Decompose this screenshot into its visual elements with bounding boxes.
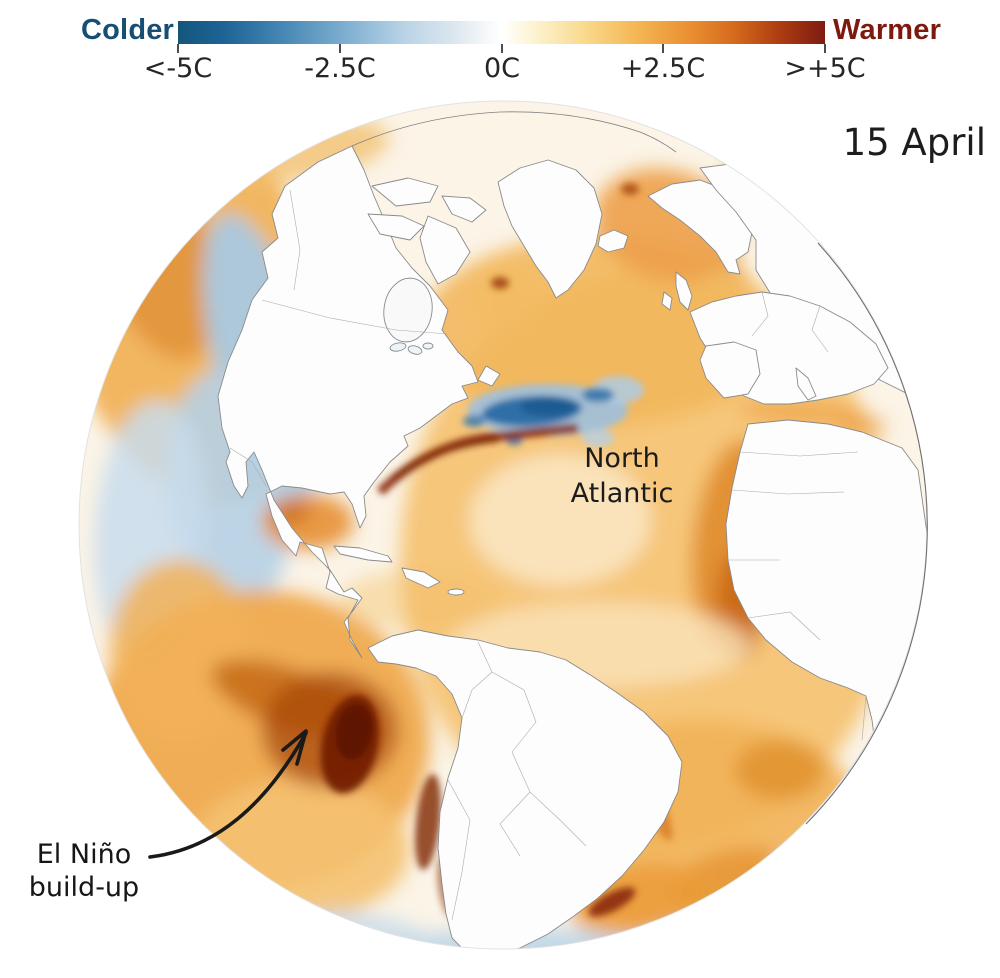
landmasses (217, 145, 927, 949)
legend-colder-label: Colder (81, 14, 175, 46)
el-nino-arrow (148, 729, 308, 859)
legend-gradient-bar (178, 21, 825, 44)
legend-warmer-label: Warmer (833, 14, 942, 46)
legend-tick-label-neg: -2.5C (304, 53, 376, 84)
legend-tick-label-min: <-5C (143, 53, 213, 84)
legend-tick (662, 44, 664, 53)
north-atlantic-label: North Atlantic (522, 441, 722, 511)
greenland (497, 159, 603, 299)
date-label: 15 April (842, 121, 986, 164)
north-atlantic-line2: Atlantic (570, 478, 674, 509)
north-america (217, 145, 479, 659)
legend-tick (501, 44, 503, 53)
el-nino-line2: build-up (28, 872, 140, 903)
legend-tick (824, 44, 826, 53)
legend-tick (177, 44, 179, 53)
iceland (597, 229, 629, 253)
scandinavia (647, 179, 753, 275)
hispaniola (401, 567, 441, 589)
legend-tick (339, 44, 341, 53)
legend-tick-label-zero: 0C (483, 53, 521, 84)
argentina-warm-patch (588, 887, 636, 917)
legend-tick-label-max: >+5C (784, 53, 866, 84)
country-borders (229, 189, 867, 921)
globe-limb-line (805, 242, 928, 825)
arctic-coastline (351, 111, 677, 153)
legend: Colder Warmer <-5C -2.5C 0C +2.5C >+5C (0, 0, 1000, 90)
el-nino-label: El Niño build-up (14, 838, 154, 904)
legend-tick-label-pos: +2.5C (620, 53, 706, 84)
cuba (333, 545, 393, 563)
el-nino-line1: El Niño (36, 839, 132, 870)
north-atlantic-line1: North (584, 443, 660, 474)
